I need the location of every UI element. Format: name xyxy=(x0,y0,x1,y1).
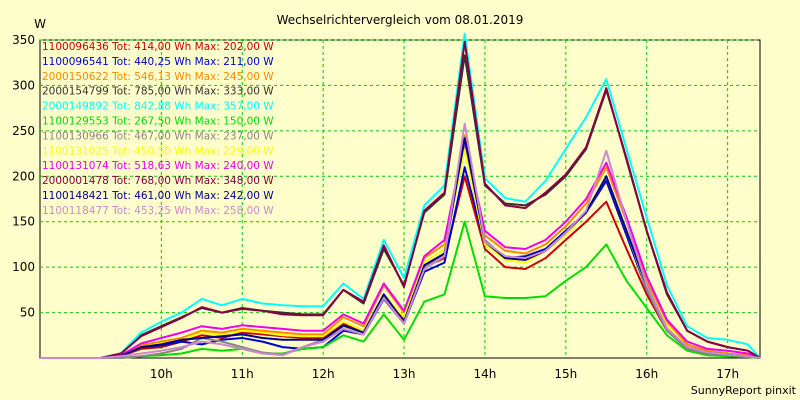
legend-entry-2000149892: 2000149892 Tot: 842,88 Wh Max: 357,00 W xyxy=(42,101,274,113)
chart-title: Wechselrichtervergleich vom 08.01.2019 xyxy=(277,13,524,27)
legend-entry-1100148421: 1100148421 Tot: 461,00 Wh Max: 242,00 W xyxy=(42,190,274,202)
legend-entry-2000150622: 2000150622 Tot: 546,13 Wh Max: 245,00 W xyxy=(42,71,274,83)
legend-entry-1100096541: 1100096541 Tot: 440,25 Wh Max: 211,00 W xyxy=(42,56,274,68)
legend-entry-1100118477: 1100118477 Tot: 453,25 Wh Max: 258,00 W xyxy=(42,205,274,217)
series-line-2000149892 xyxy=(40,32,761,359)
y-tick-label: 250 xyxy=(12,124,35,138)
footer-credit: SunnyReport pinxit xyxy=(691,384,797,397)
x-tick-label: 13h xyxy=(393,367,416,381)
axis-ticks: 50 100 150 200 250 300 350 10h 11h 12h 13h 14h 15h 16… xyxy=(12,33,739,381)
x-tick-label: 11h xyxy=(231,367,254,381)
series-line-1100131074 xyxy=(40,138,761,359)
legend: 1100096436 Tot: 414,00 Wh Max: 202,00 W 1… xyxy=(42,41,274,217)
legend-entry-2000001478: 2000001478 Tot: 768,00 Wh Max: 348,00 W xyxy=(42,175,274,187)
y-tick-label: 350 xyxy=(12,33,35,47)
x-tick-label: 15h xyxy=(554,367,577,381)
series-line-1100118477 xyxy=(40,122,761,359)
legend-entry-1100131025: 1100131025 Tot: 450,50 Wh Max: 229,00 W xyxy=(42,145,274,157)
series-line-2000001478 xyxy=(40,40,761,359)
x-tick-label: 14h xyxy=(474,367,497,381)
legend-entry-1100096436: 1100096436 Tot: 414,00 Wh Max: 202,00 W xyxy=(42,41,274,53)
x-tick-label: 12h xyxy=(312,367,335,381)
legend-entry-1100130966: 1100130966 Tot: 467,00 Wh Max: 237,00 W xyxy=(42,130,274,142)
y-tick-label: 100 xyxy=(12,260,35,274)
grid xyxy=(40,39,760,358)
legend-entry-1100129553: 1100129553 Tot: 267,50 Wh Max: 150,00 W xyxy=(42,116,274,128)
y-tick-label: 150 xyxy=(12,215,35,229)
y-tick-label: 50 xyxy=(20,306,35,320)
x-tick-label: 16h xyxy=(635,367,658,381)
y-tick-label: 200 xyxy=(12,169,35,183)
series-line-1100129553 xyxy=(40,220,761,359)
y-tick-label: 300 xyxy=(12,78,35,92)
series-line-2000150622 xyxy=(40,134,761,359)
legend-entry-2000154799: 2000154799 Tot: 785,00 Wh Max: 333,00 W xyxy=(42,86,274,98)
x-tick-label: 17h xyxy=(716,367,739,381)
series-lines xyxy=(40,32,761,359)
x-tick-label: 10h xyxy=(150,367,173,381)
legend-entry-1100131074: 1100131074 Tot: 518,63 Wh Max: 240,00 W xyxy=(42,160,274,172)
y-axis-unit-label: W xyxy=(34,17,46,31)
